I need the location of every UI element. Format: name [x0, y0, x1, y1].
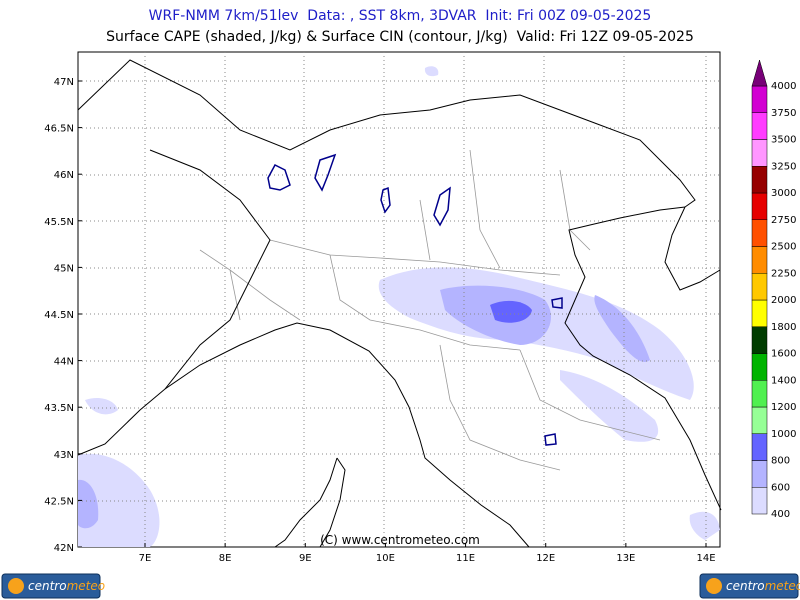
colorbar-segment — [751, 246, 768, 274]
lon-label: 8E — [219, 553, 232, 564]
colorbar-segment — [751, 353, 768, 381]
logo-box — [699, 573, 799, 599]
lon-label: 9E — [299, 553, 312, 564]
colorbar-label: 2250 — [771, 268, 796, 279]
lat-label: 45N — [54, 263, 74, 274]
logo-left: centrometeo — [1, 573, 105, 599]
colorbar-segment — [751, 85, 768, 113]
lat-label: 45.5N — [44, 217, 74, 228]
colorbar-extend — [751, 59, 768, 87]
map: 47N 46.5N 46N 45.5N 45N 44.5N 44N 43.5N 43N 42.5N… — [44, 51, 722, 564]
subtitle: Surface CAPE (shaded, J/kg) & Surface CI… — [106, 29, 694, 45]
colorbar-label: 4000 — [771, 81, 796, 92]
lat-label: 46.5N — [44, 124, 74, 135]
colorbar-segment — [751, 406, 768, 434]
colorbar-segment — [751, 219, 768, 247]
colorbar-label: 2500 — [771, 242, 796, 253]
colorbar-label: 400 — [771, 509, 790, 520]
colorbar-label: 3000 — [771, 188, 796, 199]
colorbar-label: 2000 — [771, 295, 796, 306]
grid — [78, 52, 720, 547]
colorbar-label: 3250 — [771, 161, 796, 172]
colorbar-segment — [751, 487, 768, 515]
lon-label: 13E — [616, 553, 635, 564]
lat-label: 44.5N — [44, 310, 74, 321]
colorbar-label: 1400 — [771, 375, 796, 386]
colorbar-label: 3750 — [771, 108, 796, 119]
colorbar-label: 3500 — [771, 135, 796, 146]
logo-text: centrometeo — [28, 579, 105, 593]
logo-icon — [706, 578, 722, 594]
colorbar-segment — [751, 460, 768, 488]
colorbar-segment — [751, 299, 768, 327]
colorbar-label: 600 — [771, 482, 790, 493]
colorbar: 400 600 800 1000 1200 1400 1600 1800 2000 2250 250… — [751, 59, 796, 520]
logo-icon — [8, 578, 24, 594]
logo-part: centro — [726, 579, 765, 593]
colorbar-segment — [751, 192, 768, 220]
colorbar-segment — [751, 433, 768, 461]
colorbar-label: 1800 — [771, 322, 796, 333]
colorbar-segment — [751, 380, 768, 408]
lon-label: 14E — [696, 553, 715, 564]
colorbar-label: 1200 — [771, 402, 796, 413]
lon-label: 7E — [139, 553, 152, 564]
logo-part: centro — [28, 579, 67, 593]
lat-label: 44N — [54, 357, 74, 368]
logo-right: centrometeo — [699, 573, 800, 599]
lat-label: 42N — [54, 543, 74, 554]
lakes — [267, 153, 563, 446]
lon-label: 12E — [536, 553, 555, 564]
colorbar-label: 1000 — [771, 429, 796, 440]
logo-part: meteo — [67, 579, 106, 593]
title: WRF-NMM 7km/51lev Data: , SST 8km, 3DVAR… — [149, 8, 652, 24]
lat-label: 47N — [54, 77, 74, 88]
logo-box — [1, 573, 101, 599]
lat-label: 46N — [54, 170, 74, 181]
regional-borders — [199, 149, 661, 471]
logo-part: meteo — [765, 579, 800, 593]
colorbar-segment — [751, 166, 768, 194]
colorbar-segment — [751, 139, 768, 167]
colorbar-label: 1600 — [771, 349, 796, 360]
copyright: (C) www.centrometeo.com — [320, 533, 480, 547]
coastline — [77, 59, 722, 548]
logo-text: centrometeo — [726, 579, 800, 593]
lat-label: 43.5N — [44, 403, 74, 414]
lon-label: 10E — [376, 553, 395, 564]
colorbar-segment — [751, 326, 768, 354]
colorbar-label: 2750 — [771, 215, 796, 226]
colorbar-segment — [751, 112, 768, 140]
colorbar-label: 800 — [771, 456, 790, 467]
lon-label: 11E — [456, 553, 475, 564]
lat-label: 43N — [54, 450, 74, 461]
colorbar-segment — [751, 273, 768, 301]
lat-label: 42.5N — [44, 496, 74, 507]
